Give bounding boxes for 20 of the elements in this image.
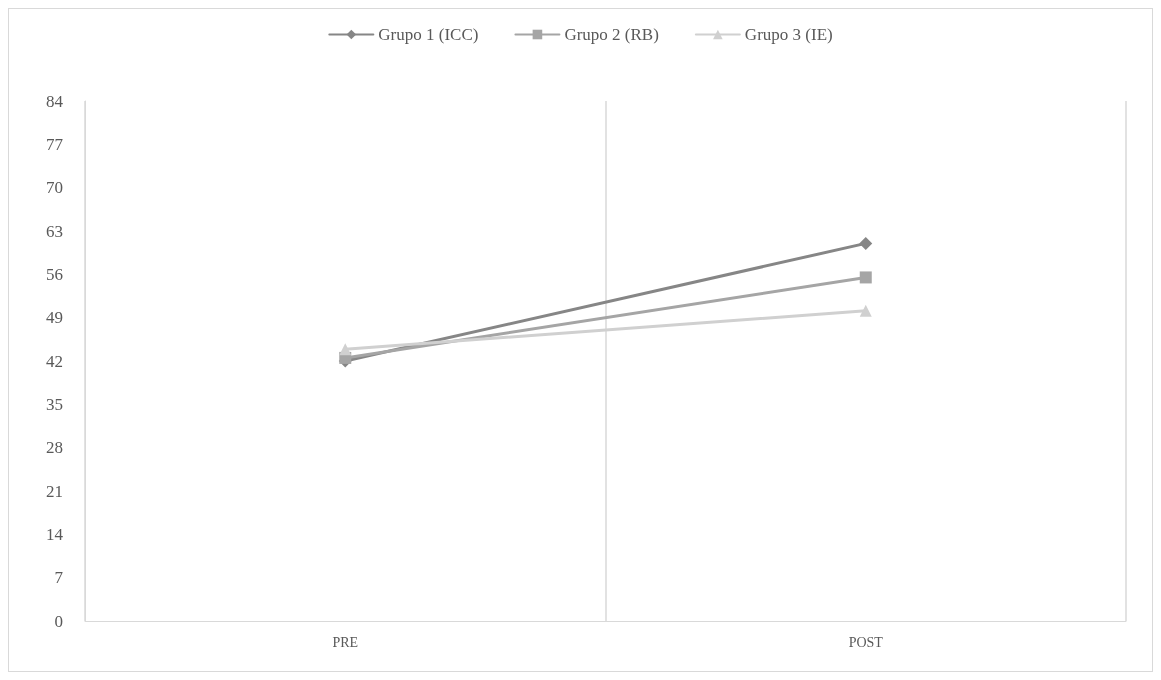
y-tick-label: 7 [54, 568, 64, 588]
y-tick-label: 0 [54, 611, 63, 631]
legend-label: Grupo 1 (ICC) [378, 25, 479, 44]
y-tick-label: 28 [46, 438, 63, 458]
x-tick-label: POST [848, 634, 884, 650]
legend-label: Grupo 3 (IE) [744, 25, 833, 44]
legend-label: Grupo 2 (RB) [564, 25, 659, 44]
y-tick-label: 84 [46, 91, 64, 111]
y-tick-label: 21 [46, 481, 63, 501]
point [859, 271, 872, 284]
y-tick-label: 14 [46, 524, 64, 544]
y-tick-label: 56 [46, 264, 63, 284]
y-tick-label: 49 [46, 308, 63, 328]
point [859, 236, 873, 250]
y-tick-label: 77 [46, 134, 64, 154]
y-tick-label: 63 [46, 221, 63, 241]
y-tick-label: 70 [46, 178, 63, 198]
y-tick-label: 35 [46, 394, 63, 414]
y-tick-label: 42 [46, 351, 63, 371]
x-tick-label: PRE [332, 634, 359, 650]
